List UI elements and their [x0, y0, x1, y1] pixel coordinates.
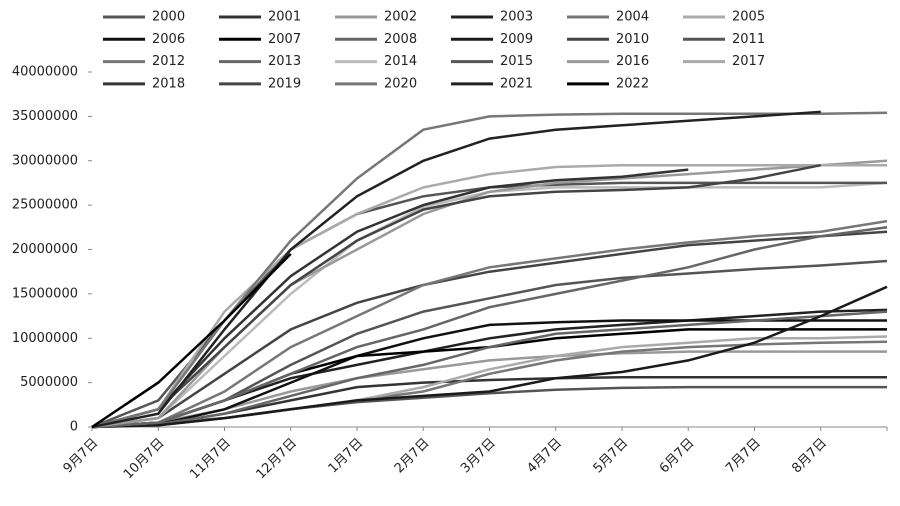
legend-label: 2016 — [616, 54, 649, 69]
series-line — [91, 340, 888, 429]
legend-label: 2006 — [152, 32, 185, 47]
series-line — [91, 168, 689, 429]
legend-label: 2000 — [152, 10, 185, 25]
series-line — [91, 230, 888, 429]
legend-label: 2015 — [500, 54, 533, 69]
x-tick-label: 8月7日 — [789, 436, 830, 477]
legend-label: 2003 — [500, 10, 533, 25]
legend-label: 2005 — [732, 10, 765, 25]
legend-label: 2011 — [732, 32, 765, 47]
x-tick-label: 11月7日 — [187, 436, 234, 483]
legend-label: 2002 — [384, 10, 417, 25]
series-line — [91, 285, 888, 429]
legend-label: 2007 — [268, 32, 301, 47]
legend-label: 2009 — [500, 32, 533, 47]
legend-label: 2020 — [384, 76, 417, 91]
y-tick-label: 5000000 — [20, 375, 78, 390]
legend-label: 2004 — [616, 10, 649, 25]
x-tick-label: 7月7日 — [723, 436, 764, 477]
legend-label: 2018 — [152, 76, 185, 91]
x-tick-label: 12月7日 — [254, 436, 301, 483]
legend-label: 2019 — [268, 76, 301, 91]
series-line — [91, 226, 888, 429]
series-line — [91, 385, 887, 429]
x-tick-label: 2月7日 — [392, 436, 433, 477]
y-tick-label: 40000000 — [12, 65, 78, 80]
y-tick-label: 15000000 — [12, 286, 78, 301]
y-tick-label: 0 — [70, 420, 78, 435]
x-tick-label: 9月7日 — [61, 436, 102, 477]
legend-label: 2022 — [616, 76, 649, 91]
y-tick-label: 10000000 — [12, 331, 78, 346]
x-tick-label: 5月7日 — [591, 436, 632, 477]
series-line — [91, 219, 888, 429]
legend-label: 2012 — [152, 54, 185, 69]
legend-label: 2013 — [268, 54, 301, 69]
series-line — [91, 310, 888, 429]
x-tick-label: 6月7日 — [657, 436, 698, 477]
y-tick-label: 25000000 — [12, 198, 78, 213]
x-tick-label: 4月7日 — [524, 436, 565, 477]
x-tick-label: 1月7日 — [326, 436, 367, 477]
series-line — [91, 110, 821, 429]
y-tick-label: 35000000 — [12, 109, 78, 124]
series-line — [91, 253, 292, 429]
x-tick-label: 10月7日 — [121, 436, 168, 483]
x-tick-label: 3月7日 — [458, 436, 499, 477]
legend-label: 2014 — [384, 54, 417, 69]
series-line — [91, 163, 822, 429]
legend-label: 2010 — [616, 32, 649, 47]
y-tick-label: 30000000 — [12, 153, 78, 168]
legend-label: 2008 — [384, 32, 417, 47]
y-tick-label: 20000000 — [12, 242, 78, 257]
series-line — [91, 163, 887, 429]
legend-label: 2021 — [500, 76, 533, 91]
legend-label: 2017 — [732, 54, 765, 69]
legend-label: 2001 — [268, 10, 301, 25]
